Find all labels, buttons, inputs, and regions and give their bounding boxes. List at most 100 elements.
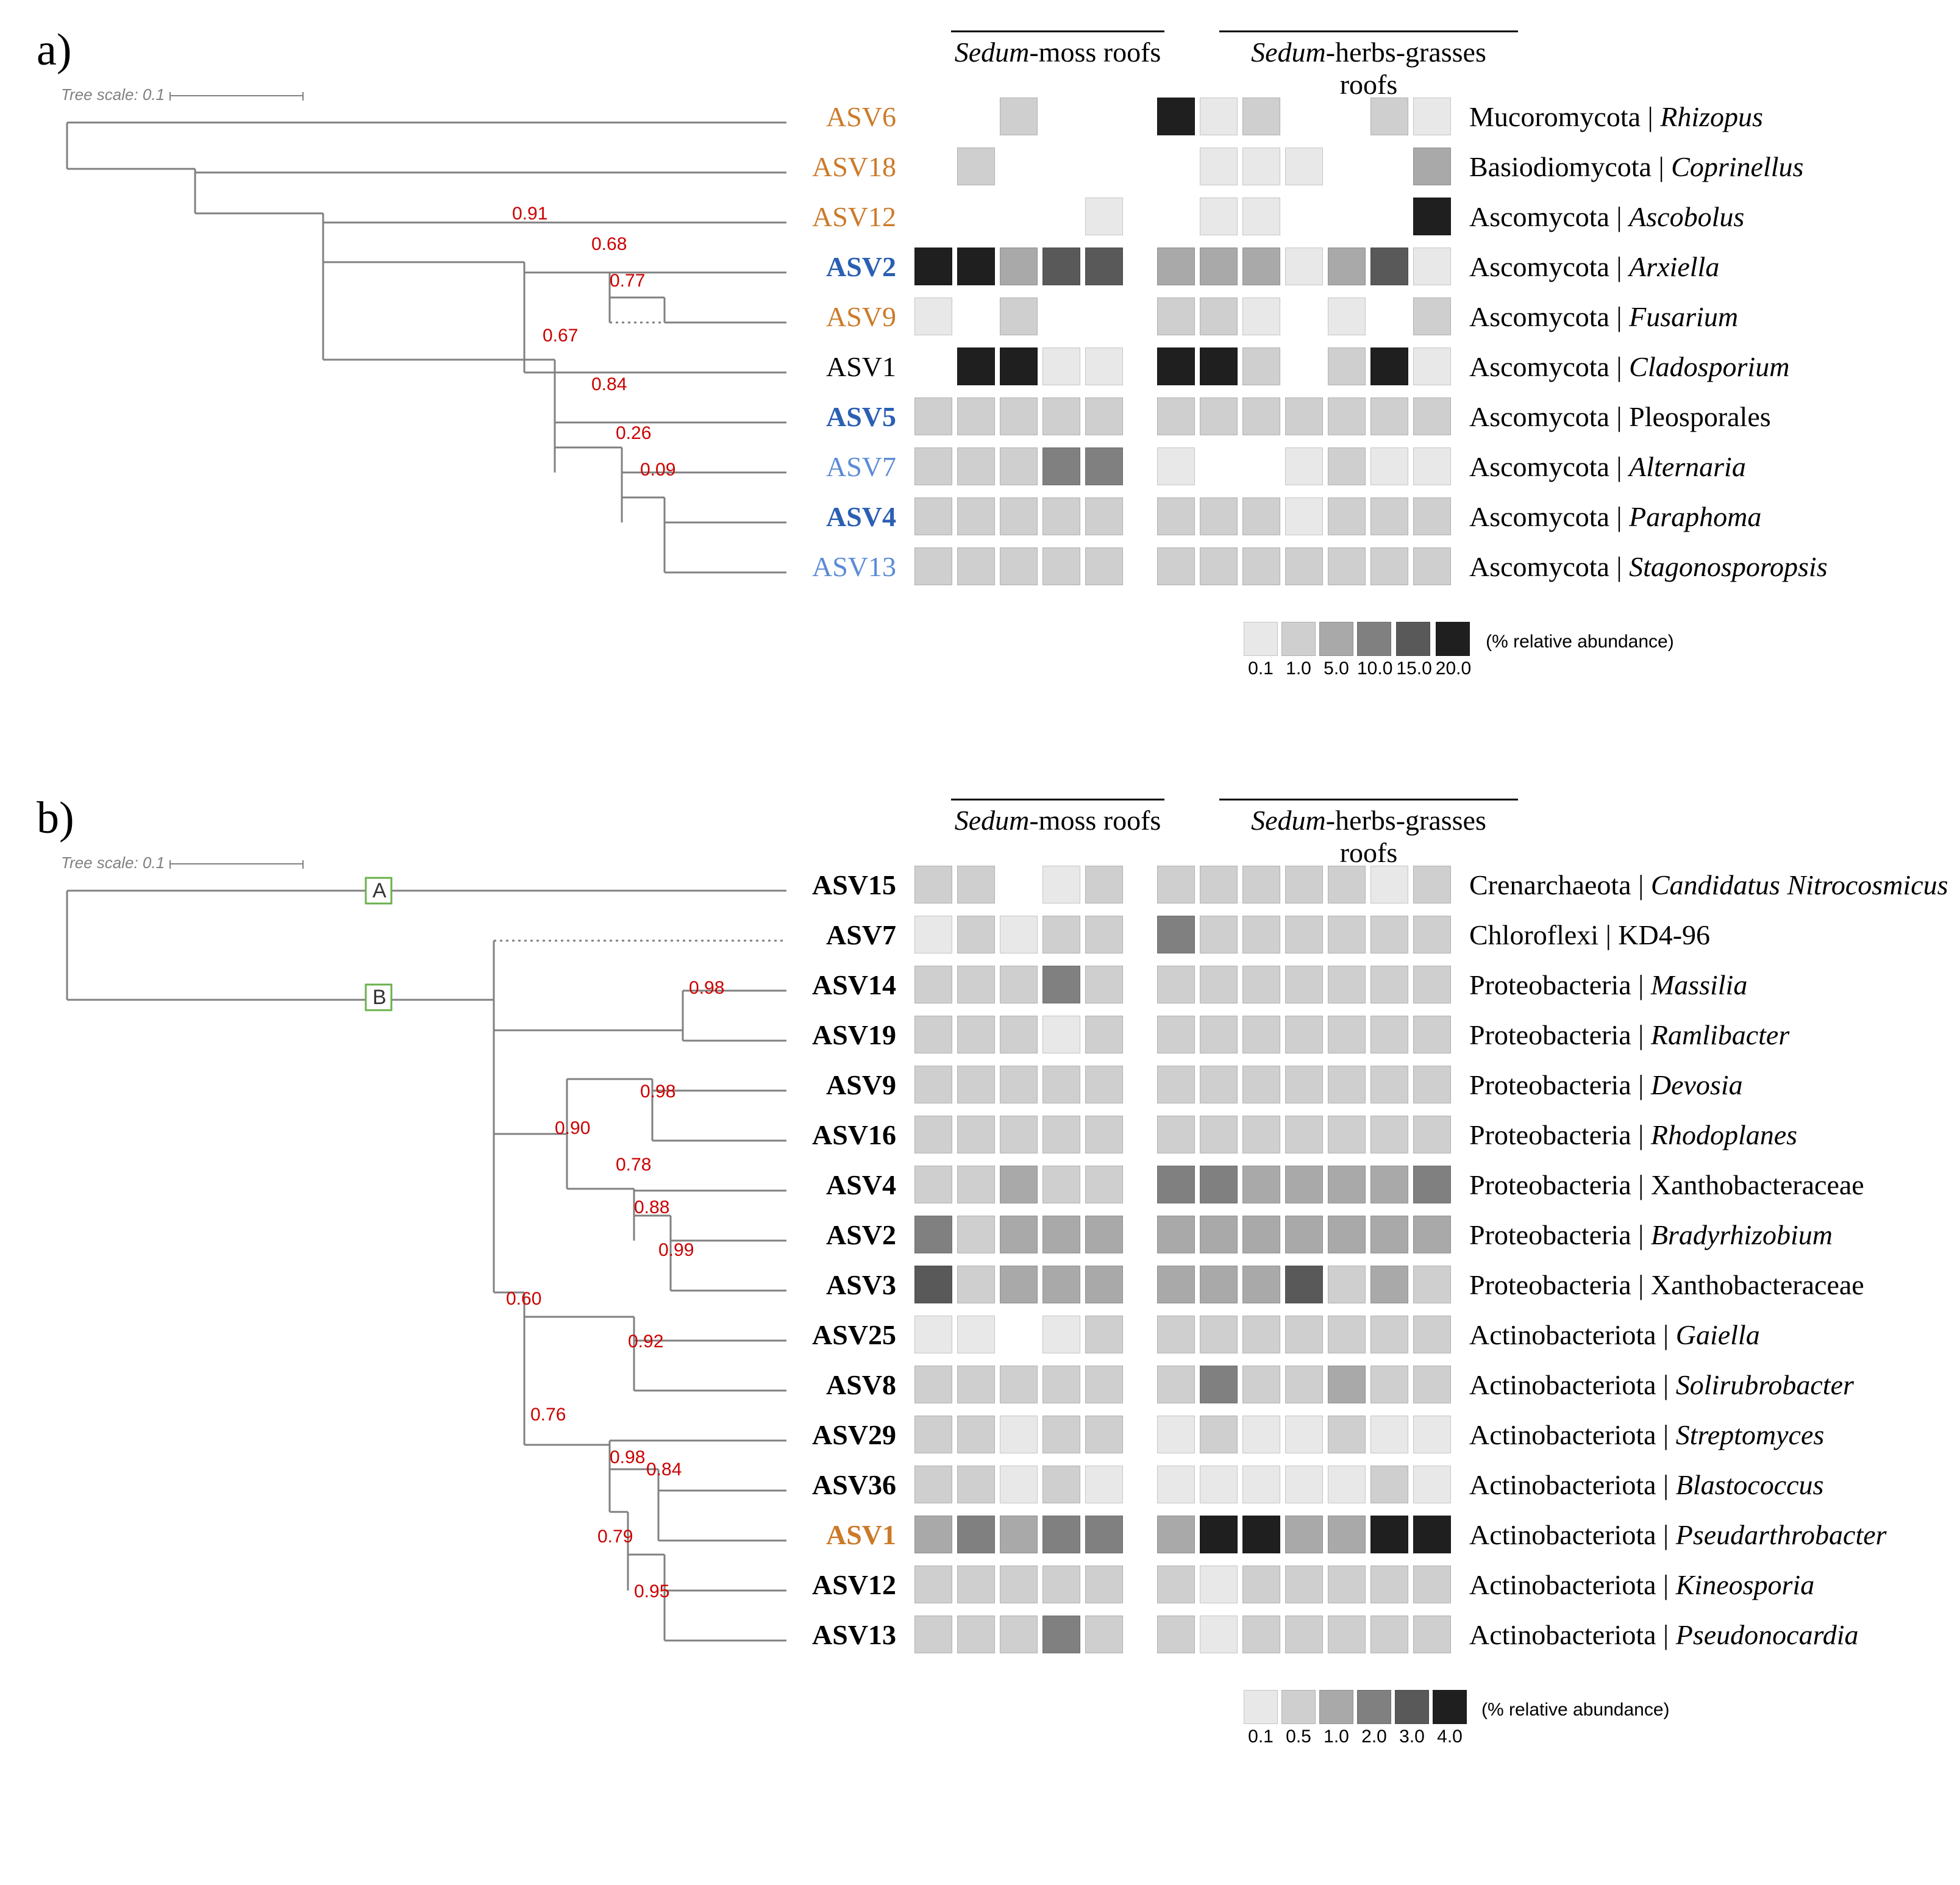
- bootstrap-value: 0.99: [658, 1240, 694, 1260]
- taxon-label: Proteobacteria | Rhodoplanes: [1469, 1119, 1797, 1151]
- heat-cell: [1200, 298, 1238, 335]
- heatmap-row: [914, 1566, 1451, 1603]
- heat-cell: [1085, 298, 1123, 335]
- heat-cell: [1413, 148, 1451, 185]
- heat-cell: [1413, 1316, 1451, 1353]
- panel-b: b)Tree scale: 0.1Sedum-moss roofsSedum-h…: [24, 793, 1936, 1787]
- heat-cell: [957, 1466, 995, 1503]
- heat-cell: [1000, 198, 1038, 235]
- data-row: ASV4Ascomycota | Paraphoma: [786, 497, 1761, 535]
- heat-cell: [1085, 1416, 1123, 1453]
- heat-cell: [1157, 397, 1195, 435]
- legend-swatch: [1244, 1690, 1278, 1724]
- heat-cell: [1285, 397, 1323, 435]
- heat-cell: [1042, 248, 1080, 285]
- heatmap-row: [914, 866, 1451, 903]
- legend-cells: 0.11.05.010.015.020.0: [1244, 622, 1471, 679]
- heat-cell: [1285, 1216, 1323, 1253]
- heat-cell: [1157, 916, 1195, 953]
- asv-label: ASV9: [786, 301, 914, 333]
- bootstrap-value: 0.60: [506, 1289, 541, 1309]
- heat-cell: [914, 1516, 952, 1553]
- heat-cell: [1413, 1066, 1451, 1103]
- heat-cell: [1085, 1066, 1123, 1103]
- heat-cell: [1085, 248, 1123, 285]
- heatmap-row: [914, 1116, 1451, 1153]
- heat-cell: [1285, 298, 1323, 335]
- heat-cell: [1085, 966, 1123, 1003]
- heatmap-row: [914, 916, 1451, 953]
- heat-cell: [957, 497, 995, 535]
- heat-cell: [1157, 1616, 1195, 1653]
- heat-cell: [1328, 1066, 1366, 1103]
- bootstrap-value: 0.90: [555, 1118, 590, 1138]
- data-row: ASV25Actinobacteriota | Gaiella: [786, 1316, 1760, 1353]
- heat-cell: [1328, 1016, 1366, 1053]
- heat-cell: [1328, 1366, 1366, 1403]
- bootstrap-value: 0.84: [646, 1459, 682, 1480]
- asv-label: ASV9: [786, 1069, 914, 1101]
- legend-swatch: [1396, 622, 1430, 656]
- heat-cell: [1157, 347, 1195, 385]
- data-row: ASV4Proteobacteria | Xanthobacteraceae: [786, 1166, 1864, 1203]
- heat-cell: [1413, 1416, 1451, 1453]
- heat-cell: [1085, 916, 1123, 953]
- heat-cell: [1413, 1116, 1451, 1153]
- bootstrap-value: 0.76: [530, 1405, 566, 1425]
- legend-item: 15.0: [1396, 622, 1431, 679]
- heat-cell: [1000, 98, 1038, 135]
- legend-item: 3.0: [1395, 1690, 1429, 1747]
- heat-cell: [1000, 447, 1038, 485]
- heat-cell: [957, 447, 995, 485]
- heat-cell: [1370, 1616, 1408, 1653]
- heat-cell: [1042, 148, 1080, 185]
- heat-cell: [1042, 866, 1080, 903]
- heat-cell: [1085, 447, 1123, 485]
- heat-cell: [1085, 1316, 1123, 1353]
- heat-cell: [1157, 1366, 1195, 1403]
- heat-cell: [1328, 447, 1366, 485]
- heat-cell: [1200, 866, 1238, 903]
- heat-cell: [1157, 1466, 1195, 1503]
- heatmap-row: [914, 1216, 1451, 1253]
- heat-cell: [1413, 1366, 1451, 1403]
- heat-cell: [1042, 98, 1080, 135]
- heat-cell: [1285, 547, 1323, 585]
- heat-cell: [914, 347, 952, 385]
- legend-swatch: [1395, 1690, 1429, 1724]
- taxon-label: Ascomycota | Pleosporales: [1469, 401, 1771, 433]
- heat-cell: [914, 1616, 952, 1653]
- asv-label: ASV19: [786, 1019, 914, 1051]
- heat-cell: [1242, 916, 1280, 953]
- heat-cell: [1042, 1316, 1080, 1353]
- heat-cell: [1042, 1066, 1080, 1103]
- heat-cell: [1000, 1516, 1038, 1553]
- heat-cell: [957, 198, 995, 235]
- heat-cell: [1085, 98, 1123, 135]
- heat-cell: [1328, 1466, 1366, 1503]
- heat-cell: [1285, 248, 1323, 285]
- heat-cell: [914, 1066, 952, 1103]
- heat-cell: [1042, 1166, 1080, 1203]
- taxon-label: Actinobacteriota | Kineosporia: [1469, 1569, 1814, 1601]
- heat-cell: [914, 1566, 952, 1603]
- heat-cell: [1157, 1516, 1195, 1553]
- data-row: ASV9Proteobacteria | Devosia: [786, 1066, 1743, 1103]
- heatmap-row: [914, 1016, 1451, 1053]
- heat-cell: [1042, 497, 1080, 535]
- taxon-label: Proteobacteria | Ramlibacter: [1469, 1019, 1789, 1051]
- heat-cell: [1200, 497, 1238, 535]
- heat-cell: [1285, 1166, 1323, 1203]
- heat-cell: [1370, 248, 1408, 285]
- bootstrap-value: 0.79: [597, 1527, 633, 1547]
- heat-cell: [1370, 1416, 1408, 1453]
- heat-cell: [1200, 1316, 1238, 1353]
- data-row: ASV8Actinobacteriota | Solirubrobacter: [786, 1366, 1854, 1403]
- heatmap-row: [914, 198, 1451, 235]
- taxon-label: Actinobacteriota | Solirubrobacter: [1469, 1369, 1854, 1401]
- taxon-label: Ascomycota | Alternaria: [1469, 451, 1746, 483]
- heat-cell: [1328, 1516, 1366, 1553]
- heat-cell: [1000, 1216, 1038, 1253]
- heat-cell: [1413, 98, 1451, 135]
- data-row: ASV13Ascomycota | Stagonosporopsis: [786, 547, 1828, 585]
